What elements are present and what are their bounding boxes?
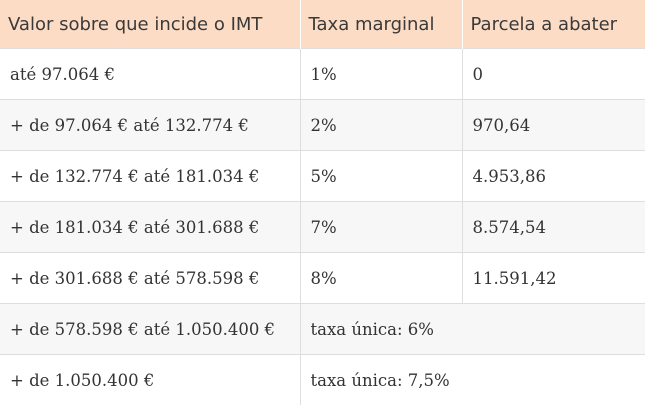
cell-valor: + de 301.688 € até 578.598 € <box>0 253 300 304</box>
cell-valor: até 97.064 € <box>0 49 300 100</box>
table-row: + de 578.598 € até 1.050.400 € taxa únic… <box>0 304 645 355</box>
cell-taxa: 1% <box>300 49 462 100</box>
cell-taxa-unica: taxa única: 6% <box>300 304 645 355</box>
cell-parcela: 8.574,54 <box>462 202 645 253</box>
column-header-valor: Valor sobre que incide o IMT <box>0 0 300 49</box>
column-header-parcela: Parcela a abater <box>462 0 645 49</box>
cell-parcela: 4.953,86 <box>462 151 645 202</box>
cell-valor: + de 1.050.400 € <box>0 355 300 405</box>
table-row: + de 132.774 € até 181.034 € 5% 4.953,86 <box>0 151 645 202</box>
cell-parcela: 970,64 <box>462 100 645 151</box>
table-row: + de 181.034 € até 301.688 € 7% 8.574,54 <box>0 202 645 253</box>
cell-taxa: 2% <box>300 100 462 151</box>
cell-valor: + de 97.064 € até 132.774 € <box>0 100 300 151</box>
table-row: + de 97.064 € até 132.774 € 2% 970,64 <box>0 100 645 151</box>
cell-taxa-unica: taxa única: 7,5% <box>300 355 645 405</box>
cell-valor: + de 578.598 € até 1.050.400 € <box>0 304 300 355</box>
cell-parcela: 0 <box>462 49 645 100</box>
cell-valor: + de 132.774 € até 181.034 € <box>0 151 300 202</box>
cell-taxa: 8% <box>300 253 462 304</box>
table-row: até 97.064 € 1% 0 <box>0 49 645 100</box>
cell-taxa: 5% <box>300 151 462 202</box>
cell-parcela: 11.591,42 <box>462 253 645 304</box>
table-row: + de 1.050.400 € taxa única: 7,5% <box>0 355 645 405</box>
cell-valor: + de 181.034 € até 301.688 € <box>0 202 300 253</box>
column-header-taxa: Taxa marginal <box>300 0 462 49</box>
header-row: Valor sobre que incide o IMT Taxa margin… <box>0 0 645 49</box>
table-row: + de 301.688 € até 578.598 € 8% 11.591,4… <box>0 253 645 304</box>
cell-taxa: 7% <box>300 202 462 253</box>
